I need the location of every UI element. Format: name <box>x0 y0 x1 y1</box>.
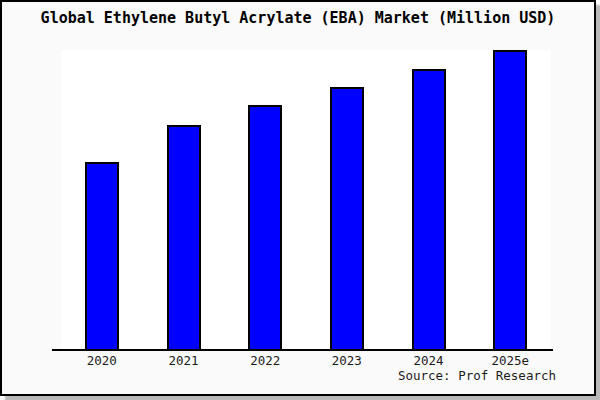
bar-2022 <box>248 105 282 351</box>
chart-screenshot: Global Ethylene Butyl Acrylate (EBA) Mar… <box>0 0 600 400</box>
chart-title: Global Ethylene Butyl Acrylate (EBA) Mar… <box>2 9 594 27</box>
bar-slot <box>306 50 388 351</box>
plot-area <box>61 50 551 351</box>
x-tick-label: 2020 <box>61 354 143 368</box>
bar-slot <box>388 50 470 351</box>
source-note: Source: Prof Research <box>398 368 556 383</box>
bar-2024 <box>412 69 446 351</box>
bar-2023 <box>330 87 364 351</box>
bar-2025e <box>493 50 527 351</box>
bar-slot <box>143 50 225 351</box>
x-tick-label: 2025e <box>469 354 551 368</box>
bars-row <box>61 50 551 351</box>
bar-2021 <box>167 125 201 351</box>
bar-slot <box>61 50 143 351</box>
x-axis-labels: 202020212022202320242025e <box>61 354 551 368</box>
x-axis-line <box>52 349 553 351</box>
x-tick-label: 2023 <box>306 354 388 368</box>
bar-2020 <box>85 162 119 351</box>
bar-slot <box>469 50 551 351</box>
x-tick-label: 2021 <box>143 354 225 368</box>
bar-slot <box>224 50 306 351</box>
chart-frame: Global Ethylene Butyl Acrylate (EBA) Mar… <box>0 0 596 396</box>
x-tick-label: 2022 <box>224 354 306 368</box>
x-tick-label: 2024 <box>388 354 470 368</box>
